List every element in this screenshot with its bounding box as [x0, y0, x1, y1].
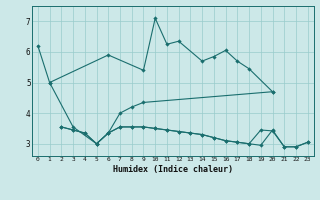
X-axis label: Humidex (Indice chaleur): Humidex (Indice chaleur)	[113, 165, 233, 174]
